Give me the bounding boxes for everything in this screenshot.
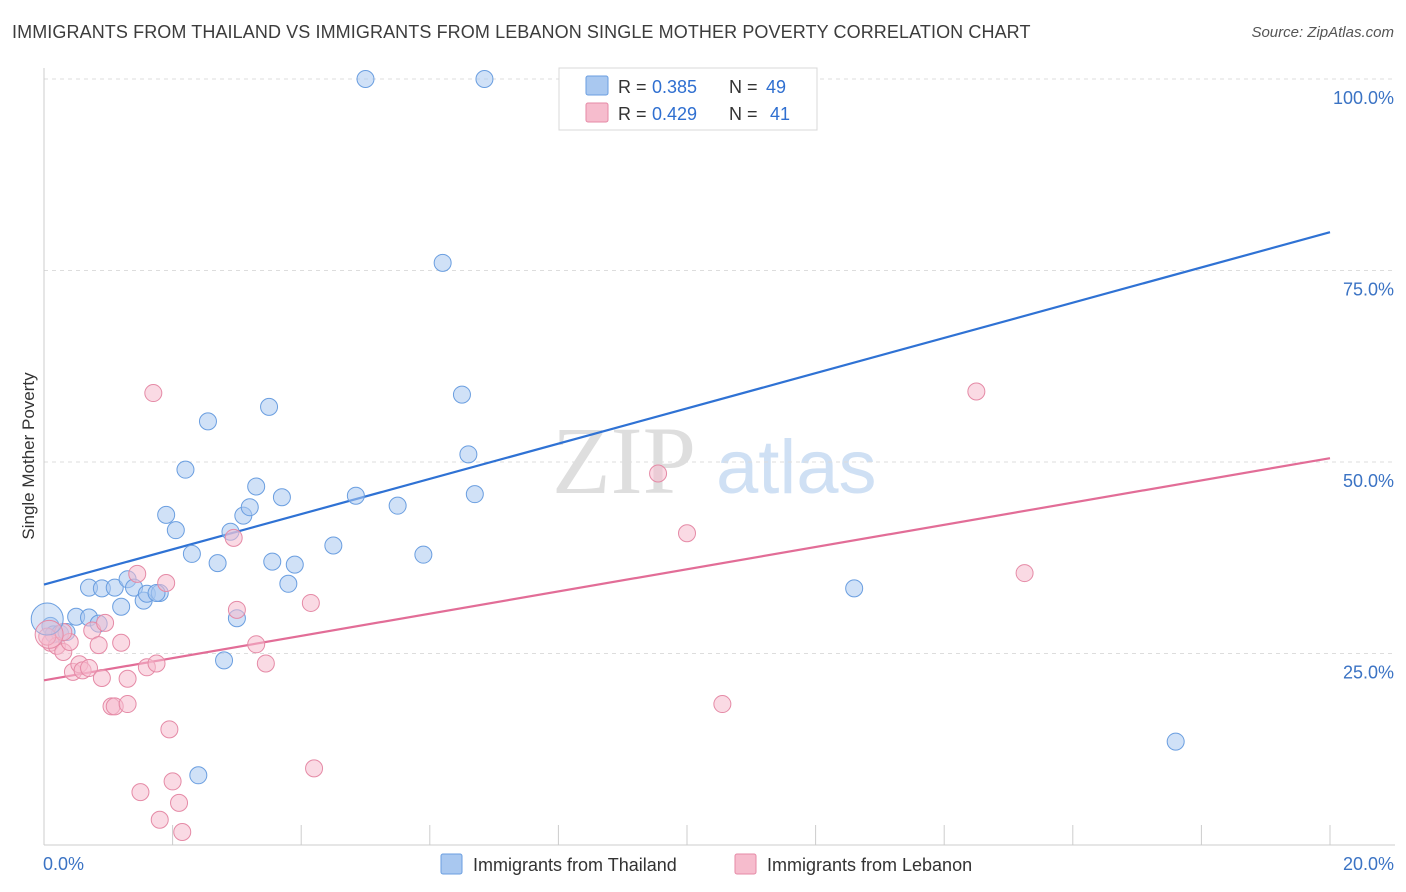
point-lebanon <box>92 669 111 688</box>
legend-n-label-2: N = <box>729 104 758 124</box>
point-thailand <box>198 412 217 431</box>
point-thailand-cluster <box>30 602 64 636</box>
point-thailand <box>182 544 201 563</box>
point-thailand <box>105 578 124 597</box>
y-axis-label: Single Mother Poverty <box>19 372 38 540</box>
point-thailand <box>176 460 195 479</box>
point-thailand <box>240 498 259 517</box>
y-tick-label: 25.0% <box>1343 663 1394 683</box>
point-lebanon <box>96 613 115 632</box>
point-lebanon <box>173 822 192 841</box>
point-thailand <box>1166 732 1185 751</box>
point-lebanon <box>150 810 169 829</box>
point-thailand <box>465 485 484 504</box>
point-lebanon <box>227 600 246 619</box>
point-lebanon <box>160 720 179 739</box>
point-thailand <box>260 397 279 416</box>
point-thailand <box>247 477 266 496</box>
chart-title: IMMIGRANTS FROM THAILAND VS IMMIGRANTS F… <box>12 22 1031 42</box>
bottom-legend-swatch-thailand <box>440 853 463 875</box>
point-thailand <box>475 70 494 88</box>
x-tick-max: 20.0% <box>1343 854 1394 874</box>
point-lebanon <box>649 464 668 483</box>
y-tick-label: 75.0% <box>1343 280 1394 300</box>
point-thailand <box>112 597 131 616</box>
point-thailand <box>356 70 375 88</box>
legend-n-value-1: 49 <box>766 77 786 97</box>
point-thailand <box>208 554 227 573</box>
point-lebanon <box>131 783 150 802</box>
point-thailand <box>433 253 452 272</box>
legend-swatch-thailand <box>585 75 609 96</box>
point-thailand <box>166 521 185 540</box>
point-thailand <box>845 579 864 598</box>
point-lebanon <box>80 659 99 678</box>
bottom-legend-label-thailand: Immigrants from Thailand <box>473 855 677 875</box>
legend-n-value-2: 41 <box>770 104 790 124</box>
watermark-atlas: atlas <box>716 425 877 510</box>
point-thailand <box>388 496 407 515</box>
point-lebanon <box>170 793 189 812</box>
point-lebanon <box>247 635 266 654</box>
data-points <box>30 70 1185 841</box>
point-lebanon <box>224 528 243 547</box>
point-thailand <box>215 651 234 670</box>
point-lebanon <box>118 669 137 688</box>
bottom-legend-label-lebanon: Immigrants from Lebanon <box>767 855 972 875</box>
point-lebanon <box>118 695 137 714</box>
legend-r-label-2: R = <box>618 104 647 124</box>
y-tick-label: 50.0% <box>1343 471 1394 491</box>
point-lebanon <box>256 654 275 673</box>
x-tick-min: 0.0% <box>43 854 84 874</box>
axes <box>43 68 1395 846</box>
point-lebanon <box>147 654 166 673</box>
point-lebanon <box>678 524 696 543</box>
chart-source: Source: ZipAtlas.com <box>1251 24 1394 41</box>
point-thailand <box>459 445 478 464</box>
point-lebanon <box>157 574 176 593</box>
point-thailand <box>346 486 365 505</box>
point-lebanon <box>112 633 131 652</box>
stats-legend: R = 0.385 N = 49 R = 0.429 N = 41 <box>558 67 818 131</box>
point-lebanon-cluster <box>34 619 64 649</box>
point-lebanon <box>1015 564 1034 583</box>
point-thailand <box>414 545 433 564</box>
point-lebanon <box>144 384 163 403</box>
point-lebanon <box>128 564 147 583</box>
point-lebanon <box>967 382 986 401</box>
legend-r-value-1: 0.385 <box>652 77 697 97</box>
legend-r-label-1: R = <box>618 77 647 97</box>
point-thailand <box>285 555 304 574</box>
bottom-legend-swatch-lebanon <box>734 853 757 875</box>
point-lebanon <box>89 636 108 655</box>
legend-r-value-2: 0.429 <box>652 104 697 124</box>
watermark-zip: ZIP <box>552 407 696 514</box>
point-thailand <box>279 574 298 593</box>
series-legend: Immigrants from Thailand Immigrants from… <box>440 853 972 875</box>
point-lebanon <box>301 593 320 612</box>
legend-swatch-lebanon <box>585 102 609 123</box>
point-thailand <box>272 488 291 507</box>
point-thailand <box>189 766 208 785</box>
point-lebanon <box>163 772 182 791</box>
point-lebanon <box>305 759 324 778</box>
point-thailand <box>452 385 471 404</box>
grid-lines <box>44 78 1395 654</box>
y-tick-label: 100.0% <box>1333 88 1394 108</box>
trend-line-thailand <box>43 231 1331 586</box>
point-thailand <box>157 505 176 524</box>
legend-n-label-1: N = <box>729 77 758 97</box>
y-tick-labels: 25.0% 50.0% 75.0% 100.0% <box>1333 88 1394 683</box>
point-thailand <box>263 552 282 571</box>
point-lebanon <box>713 695 732 714</box>
point-thailand <box>324 536 343 555</box>
